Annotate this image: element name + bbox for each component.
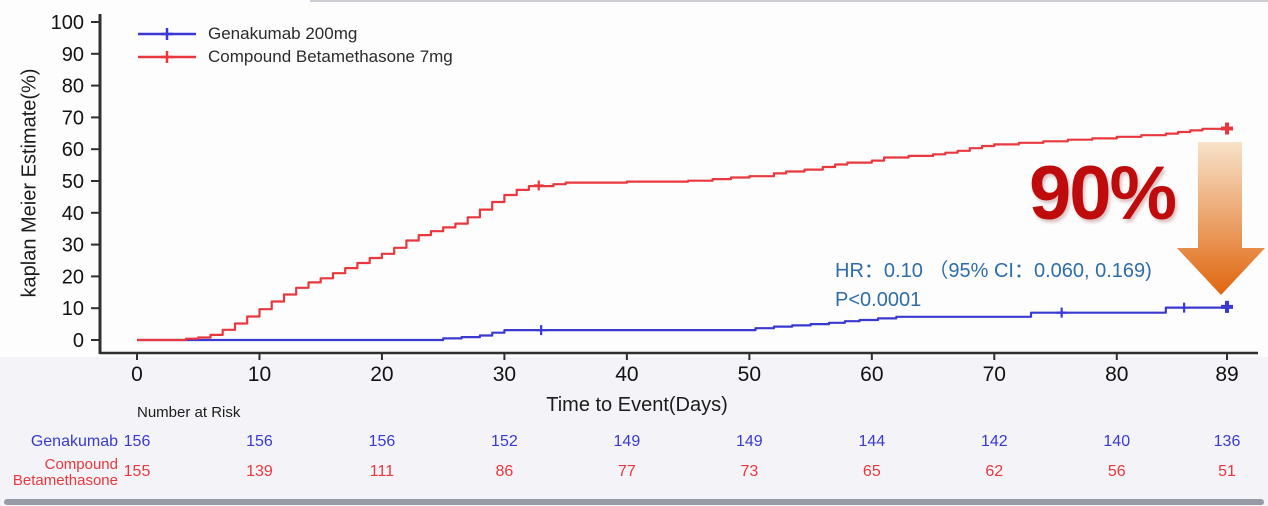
down-arrow-icon	[1177, 142, 1265, 295]
y-tick-label: 0	[73, 330, 84, 352]
risk-value: 156	[123, 433, 151, 450]
risk-value: 156	[368, 433, 396, 450]
x-axis-title: Time to Event(Days)	[546, 394, 728, 416]
risk-value: 77	[617, 463, 636, 480]
p-value-annotation: P<0.0001	[835, 289, 922, 311]
y-tick-label: 70	[62, 107, 84, 129]
x-tick-label: 80	[1105, 363, 1128, 386]
y-tick-label: 90	[62, 44, 84, 66]
risk-value: 51	[1218, 463, 1236, 480]
risk-value: 152	[491, 433, 518, 450]
y-tick-label: 60	[62, 139, 84, 161]
slide-top-edge	[310, 0, 1268, 2]
risk-value: 56	[1107, 463, 1126, 480]
censor-mark-icon	[533, 180, 544, 191]
legend-line-plus-icon	[138, 50, 196, 63]
risk-value: 111	[369, 463, 395, 480]
risk-row-label: Betamethasone	[12, 472, 118, 489]
effect-size-callout: 90%	[1028, 151, 1177, 236]
risk-value: 65	[862, 463, 881, 480]
x-tick-label: 70	[983, 363, 1006, 386]
risk-value: 156	[246, 433, 273, 450]
risk-value: 149	[736, 433, 763, 450]
risk-value: 73	[740, 463, 759, 480]
y-axis-title: kaplan Meier Estimate(%)	[18, 68, 41, 298]
legend-label: Compound Betamethasone 7mg	[208, 46, 453, 66]
risk-value: 139	[246, 463, 273, 480]
x-tick-label: 60	[860, 363, 883, 386]
risk-value: 140	[1103, 433, 1131, 450]
risk-row-label: Genakumab	[30, 433, 118, 450]
risk-value: 149	[613, 433, 641, 450]
risk-row-label: Compound	[44, 456, 118, 473]
x-tick-label: 89	[1215, 363, 1238, 386]
risk-value: 144	[858, 433, 886, 450]
y-tick-label: 10	[62, 298, 84, 320]
lower-background-panel	[0, 357, 1268, 506]
x-tick-label: 20	[370, 363, 393, 386]
x-tick-label: 40	[615, 363, 638, 386]
risk-value: 62	[985, 463, 1004, 480]
legend-label: Genakumab 200mg	[208, 23, 358, 43]
x-tick-label: 10	[248, 363, 271, 386]
risk-value: 86	[495, 463, 514, 480]
censor-mark-icon	[1056, 307, 1067, 318]
legend-line-plus-icon	[138, 27, 196, 40]
hazard-ratio-annotation: HR：0.10 （95% CI：0.060, 0.169)	[835, 260, 1152, 282]
risk-value: 155	[123, 463, 151, 480]
km-curve-betamethasone	[137, 127, 1229, 342]
y-tick-label: 30	[62, 235, 84, 257]
x-tick-label: 0	[131, 363, 143, 386]
legend-item-betamethasone: Compound Betamethasone 7mg	[136, 45, 453, 68]
y-tick-label: 80	[62, 76, 84, 98]
censor-mark-icon	[536, 325, 547, 336]
y-tick-label: 20	[62, 266, 84, 288]
censor-mark-icon	[1179, 302, 1190, 313]
number-at-risk-header: Number at Risk	[137, 404, 241, 421]
end-censor-mark-icon	[1221, 300, 1233, 313]
risk-value: 136	[1213, 433, 1241, 450]
y-tick-label: 100	[51, 12, 84, 34]
y-tick-label: 40	[62, 203, 84, 225]
x-tick-label: 50	[738, 363, 761, 386]
legend: Genakumab 200mg Compound Betamethasone 7…	[136, 22, 453, 68]
end-censor-mark-icon	[1221, 122, 1233, 135]
x-tick-label: 30	[493, 363, 516, 386]
risk-value: 142	[980, 433, 1008, 450]
legend-item-genakumab: Genakumab 200mg	[136, 22, 453, 45]
km-curve-genakumab	[137, 306, 1229, 342]
slide-footer-bar	[4, 499, 1264, 505]
y-tick-label: 50	[62, 171, 84, 193]
